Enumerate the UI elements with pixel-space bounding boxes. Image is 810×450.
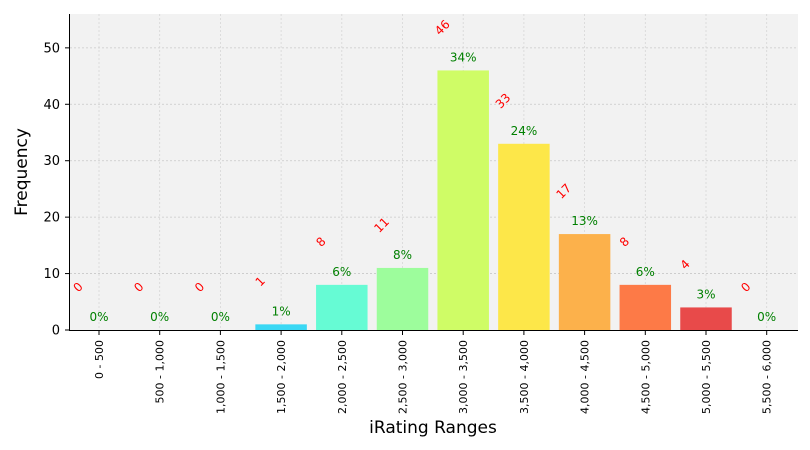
x-axis-title: iRating Ranges xyxy=(369,418,497,438)
bar xyxy=(376,267,429,330)
bars xyxy=(255,70,732,330)
percent-label: 0% xyxy=(150,310,169,324)
percent-label: 0% xyxy=(89,310,108,324)
percent-label: 6% xyxy=(636,265,655,279)
bar xyxy=(316,284,368,330)
percent-label: 0% xyxy=(211,310,230,324)
y-tick-label: 0 xyxy=(52,324,60,339)
x-tick-label: 5,000 - 5,500 xyxy=(700,340,713,414)
y-tick-label: 30 xyxy=(43,154,60,169)
percent-label: 13% xyxy=(571,214,598,228)
x-tick-label: 4,500 - 5,000 xyxy=(639,340,652,414)
x-tick-label: 500 - 1,000 xyxy=(154,340,167,403)
x-tick-label: 3,000 - 3,500 xyxy=(457,340,470,414)
plot-background xyxy=(70,14,798,330)
percent-label: 1% xyxy=(272,304,291,318)
bar xyxy=(255,324,307,330)
x-tick-label: 0 - 500 xyxy=(93,340,106,379)
grid xyxy=(70,14,798,330)
bar xyxy=(437,70,489,330)
percent-label: 6% xyxy=(332,265,351,279)
bar xyxy=(498,143,550,330)
x-tick-label: 4,000 - 4,500 xyxy=(579,340,592,414)
percent-label: 34% xyxy=(450,50,477,64)
x-tick-label: 2,000 - 2,500 xyxy=(336,340,349,414)
x-tick-label: 2,500 - 3,000 xyxy=(397,340,410,414)
percent-label: 8% xyxy=(393,248,412,262)
y-tick-label: 50 xyxy=(43,41,60,56)
y-ticks: 0 10 20 30 40 50 xyxy=(43,41,69,339)
y-tick-label: 40 xyxy=(43,98,60,113)
bar xyxy=(619,284,672,330)
y-axis-title: Frequency xyxy=(12,128,32,216)
bar xyxy=(558,234,611,330)
bar xyxy=(680,307,732,330)
percent-label: 3% xyxy=(696,287,715,301)
x-tick-label: 5,500 - 6,000 xyxy=(761,340,774,414)
x-ticks: 0 - 500 500 - 1,000 1,000 - 1,500 1,500 - 2… xyxy=(93,331,774,414)
percent-label: 0% xyxy=(757,310,776,324)
y-tick-label: 20 xyxy=(43,211,60,226)
x-tick-label: 3,500 - 4,000 xyxy=(518,340,531,414)
percent-label: 24% xyxy=(511,124,538,138)
x-tick-label: 1,000 - 1,500 xyxy=(214,340,227,414)
y-tick-label: 10 xyxy=(43,267,60,282)
x-tick-label: 1,500 - 2,000 xyxy=(275,340,288,414)
